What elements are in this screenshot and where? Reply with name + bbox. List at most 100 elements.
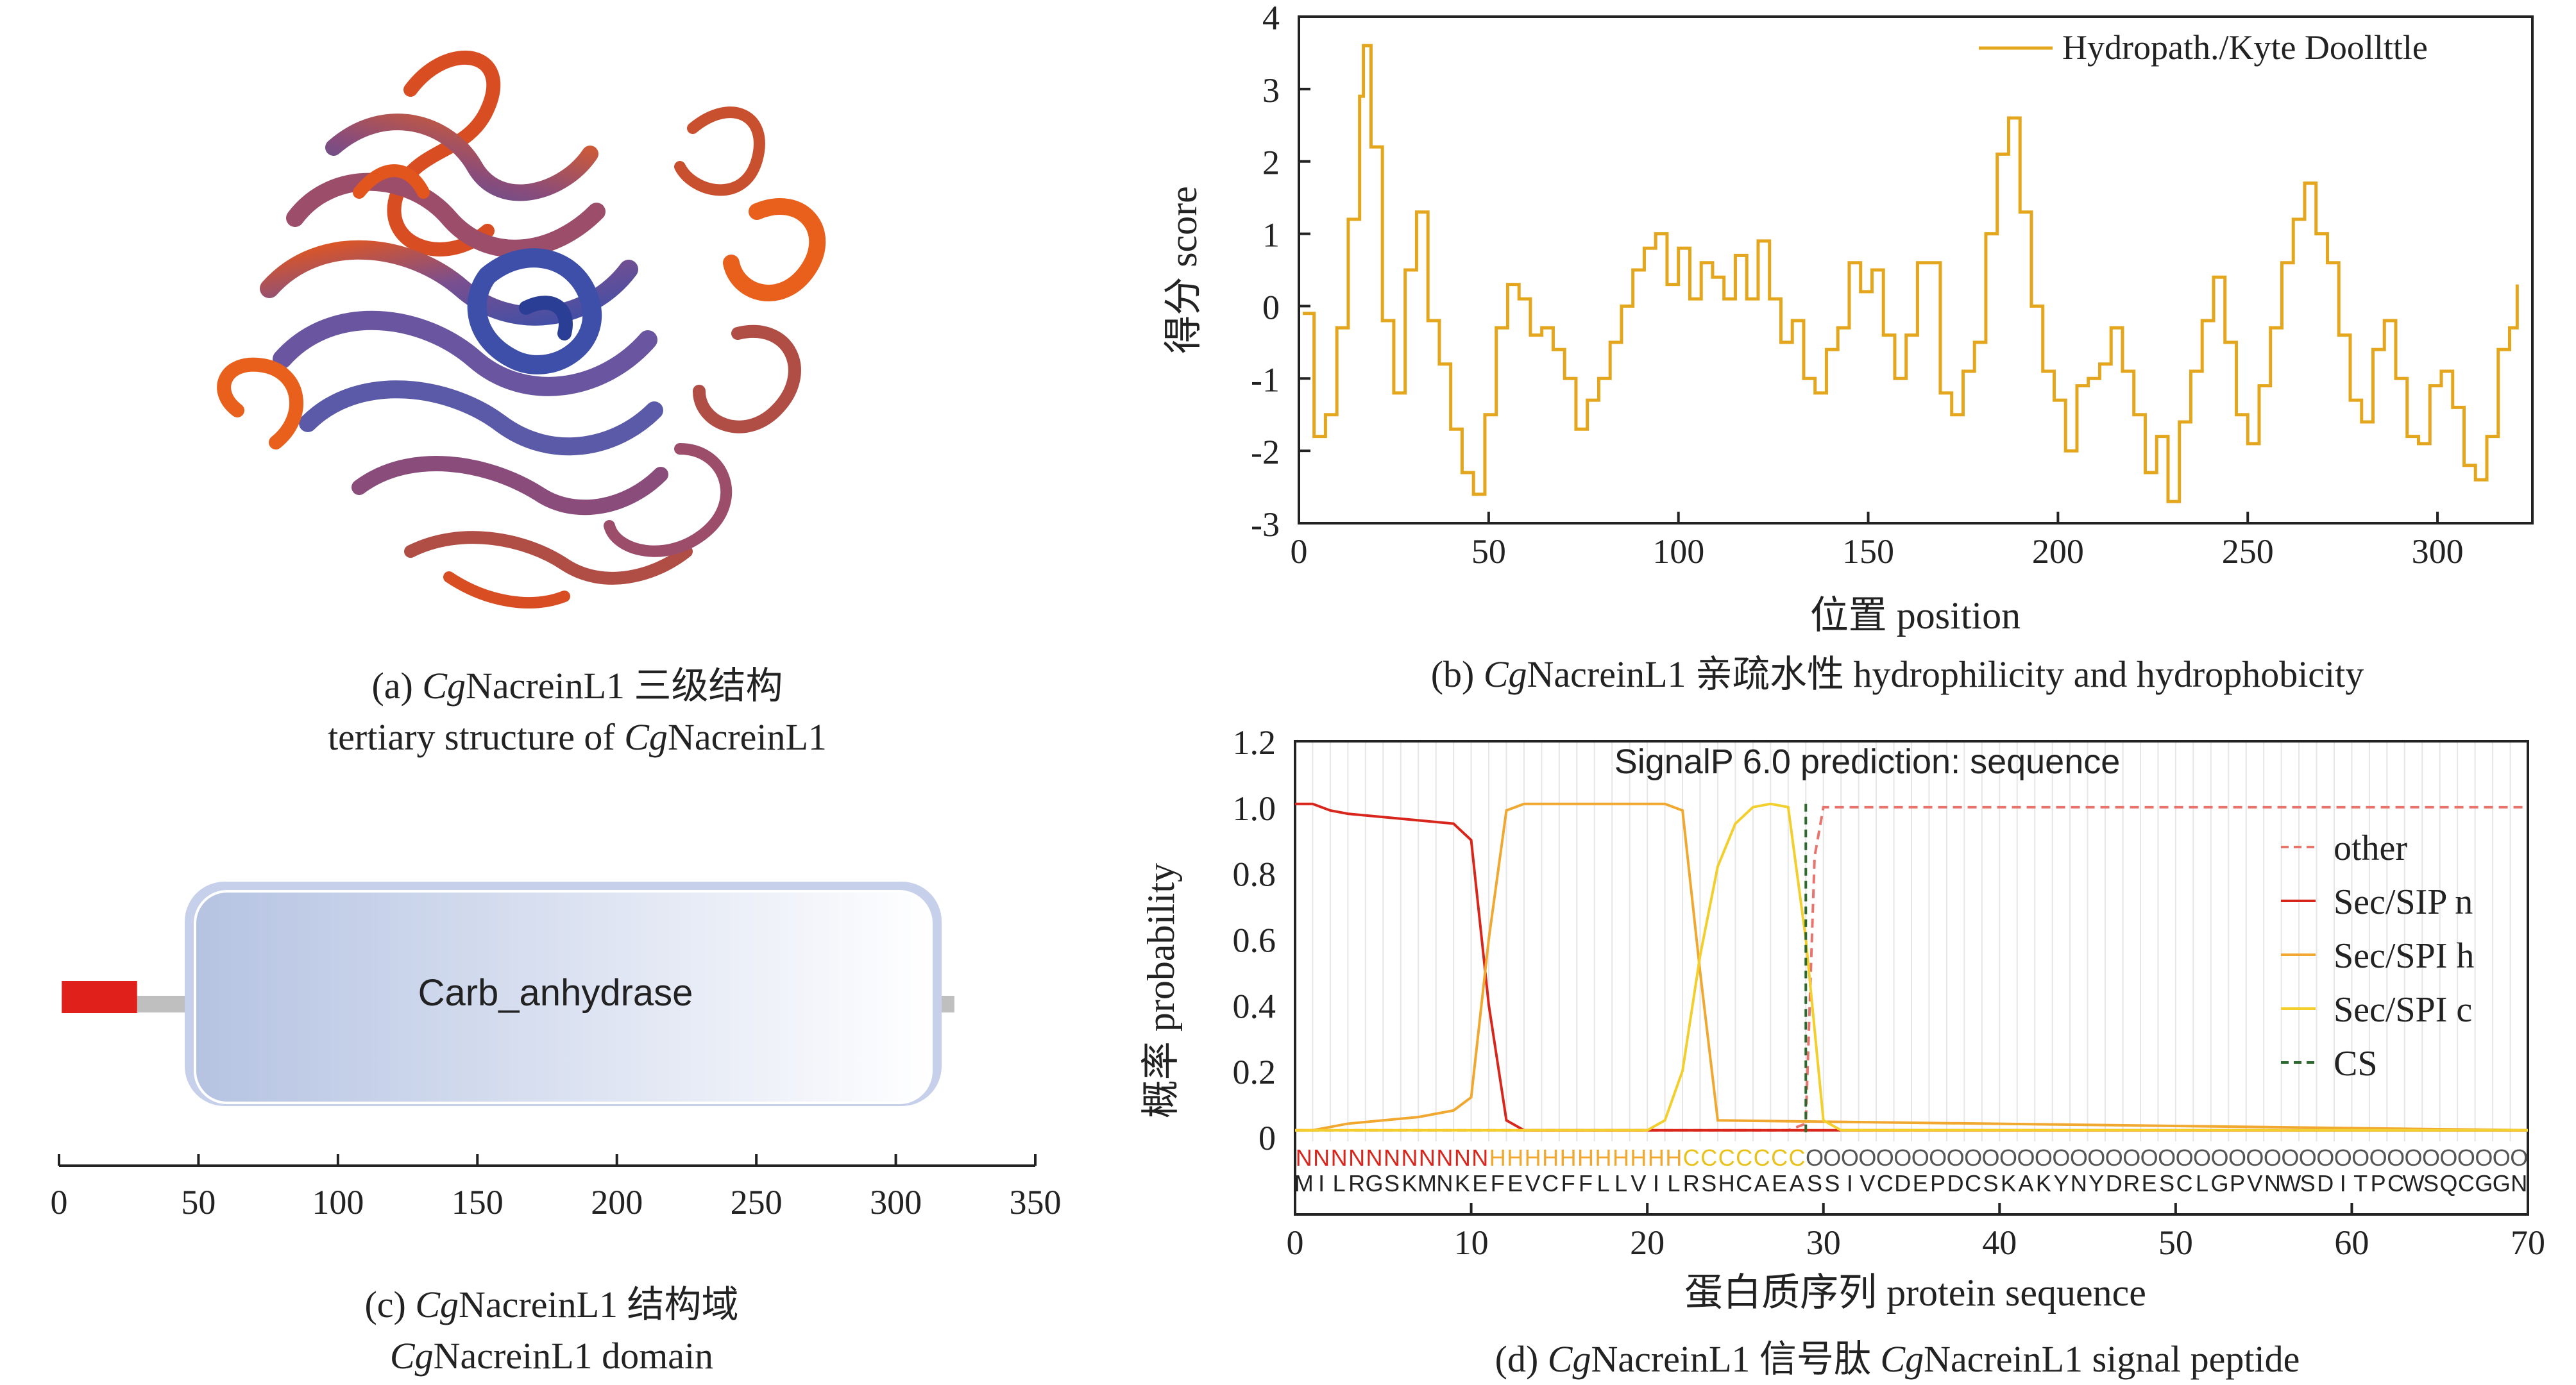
plot-frame	[1298, 15, 2534, 525]
region-letter: N	[1348, 1145, 1365, 1171]
domain-diagram: Carb_anhydrase 0 50 100 150 200 250 300 350	[51, 882, 1062, 1221]
caption-a: (a) CgNacreinL1 三级结构 tertiary structure …	[0, 660, 1155, 763]
region-letter: O	[2210, 1145, 2228, 1171]
carb-anhydrase-domain-box	[194, 890, 933, 1104]
caption-a-line2-rest: NacreinL1	[667, 716, 827, 758]
region-letter: H	[1525, 1145, 1541, 1171]
sequence-letter: A	[1790, 1170, 1805, 1196]
region-letter: C	[1736, 1145, 1752, 1171]
legend-label: Sec/SPI c	[2334, 990, 2472, 1030]
region-letter: O	[2176, 1145, 2194, 1171]
y-tick-label: 2	[1262, 144, 1280, 182]
region-letter: H	[1560, 1145, 1577, 1171]
sequence-letter: P	[2371, 1170, 2386, 1196]
x-tick-label: 40	[1982, 1223, 2017, 1262]
region-letter: C	[1683, 1145, 1700, 1171]
caption-c-line2-rest: NacreinL1 domain	[433, 1335, 714, 1377]
sequence-letter: I	[1847, 1170, 1853, 1196]
x-tick-label: 50	[2158, 1223, 2193, 1262]
sequence-letter: G	[2210, 1170, 2228, 1196]
sequence-letter: R	[1348, 1170, 1365, 1196]
region-letter: H	[1577, 1145, 1594, 1171]
sequence-letter: E	[1472, 1170, 1487, 1196]
region-letter: O	[2158, 1145, 2176, 1171]
region-letter: H	[1648, 1145, 1665, 1171]
sequence-letter: L	[2196, 1170, 2208, 1196]
region-letter: O	[2193, 1145, 2211, 1171]
sequence-letter: G	[2475, 1170, 2493, 1196]
sequence-letter: D	[2317, 1170, 2334, 1196]
y-axis-label: 概率 probability	[1140, 863, 1182, 1118]
chart-title: SignalP 6.0 prediction: sequence	[1614, 743, 2121, 781]
sequence-letter: N	[1436, 1170, 1453, 1196]
y-tick-label: -3	[1251, 505, 1280, 544]
caption-c-prefix: (c)	[364, 1284, 416, 1325]
caption-d-italic2: Cg	[1880, 1338, 1924, 1380]
region-letter: N	[1384, 1145, 1400, 1171]
y-tick-label: 0	[1262, 288, 1280, 326]
plot-frame	[1294, 740, 2529, 1216]
caption-b: (b) CgNacreinL1 亲疏水性 hydrophilicity and …	[1219, 649, 2576, 700]
caption-a-line2: tertiary structure of	[328, 716, 625, 758]
region-letter: O	[2405, 1145, 2423, 1171]
x-tick-label: 20	[1630, 1223, 1665, 1262]
x-tick-label: 300	[2412, 532, 2464, 571]
sequence-letter: C	[1542, 1170, 1559, 1196]
region-letter: O	[1876, 1145, 1894, 1171]
region-letter: C	[1771, 1145, 1788, 1171]
legend-label: Sec/SPI h	[2334, 936, 2474, 976]
sequence-letter: S	[2159, 1170, 2174, 1196]
sequence-letter: D	[2106, 1170, 2123, 1196]
x-tick-label: 50	[1471, 532, 1506, 571]
caption-b-rest: NacreinL1 亲疏水性 hydrophilicity and hydrop…	[1527, 653, 2364, 695]
sequence-letter: C	[2458, 1170, 2475, 1196]
legend-label: other	[2334, 828, 2407, 868]
sequence-letter: K	[1455, 1170, 1470, 1196]
region-letter: N	[1419, 1145, 1436, 1171]
sequence-letter: M	[1418, 1170, 1437, 1196]
x-tick-label: 0	[1287, 1223, 1304, 1262]
region-letter: O	[2475, 1145, 2493, 1171]
region-letter: O	[2369, 1145, 2387, 1171]
region-letter: O	[1929, 1145, 1947, 1171]
region-letter: O	[2105, 1145, 2123, 1171]
sequence-letter: F	[1491, 1170, 1505, 1196]
region-letter: O	[2070, 1145, 2088, 1171]
sequence-letter: E	[2142, 1170, 2157, 1196]
region-letter: N	[1454, 1145, 1471, 1171]
region-letter: O	[1947, 1145, 1965, 1171]
signal-peptide-box	[62, 981, 137, 1013]
sequence-letter: L	[1614, 1170, 1627, 1196]
series-line-other	[1295, 805, 2528, 1132]
y-tick-label: 1.0	[1233, 789, 1276, 828]
y-tick-label: 0.8	[1233, 855, 1276, 894]
legend-label: Hydropath./Kyte Doollttle	[2062, 28, 2428, 67]
region-letter: O	[2246, 1145, 2264, 1171]
series-line-sec-spi-h	[1295, 802, 2529, 1132]
sequence-letter: D	[1894, 1170, 1911, 1196]
sequence-letter: R	[2123, 1170, 2140, 1196]
sequence-letter: I	[2340, 1170, 2346, 1196]
sequence-letter: L	[1333, 1170, 1346, 1196]
caption-d-prefix: (d)	[1495, 1338, 1548, 1380]
x-tick-label: 10	[1454, 1223, 1489, 1262]
sequence-letter: D	[1947, 1170, 1964, 1196]
sequence-letter: C	[1736, 1170, 1752, 1196]
region-letter: O	[2017, 1145, 2035, 1171]
region-letter: N	[1366, 1145, 1383, 1171]
region-letter: O	[2351, 1145, 2369, 1171]
caption-d-mid: NacreinL1 信号肽	[1591, 1338, 1881, 1380]
x-axis-label: 蛋白质序列 protein sequence	[1684, 1272, 2146, 1314]
sequence-letter: S	[2300, 1170, 2316, 1196]
sequence-letter: T	[2353, 1170, 2368, 1196]
sequence-letter: W	[2279, 1170, 2301, 1196]
y-tick-label: -1	[1251, 360, 1280, 399]
sequence-letter: S	[1701, 1170, 1716, 1196]
sequence-letter: E	[1507, 1170, 1523, 1196]
sequence-letter: S	[1983, 1170, 1999, 1196]
x-axis-label: 位置 position	[1810, 594, 2021, 637]
x-tick-label: 150	[1842, 532, 1894, 571]
region-letter: O	[2493, 1145, 2511, 1171]
caption-c-rest: NacreinL1 结构域	[459, 1284, 739, 1325]
